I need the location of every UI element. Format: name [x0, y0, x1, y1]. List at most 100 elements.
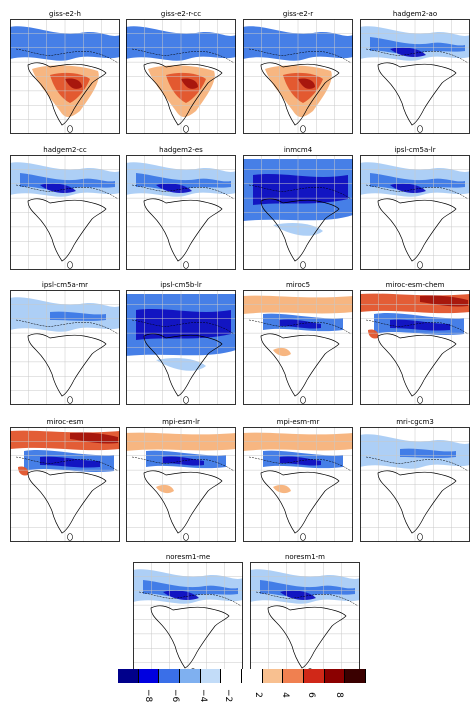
- panel-map: [133, 562, 243, 677]
- india-coastline: [143, 198, 223, 262]
- colorbar-tick-label: −2: [223, 689, 233, 703]
- sri-lanka-outline: [183, 261, 189, 269]
- india-warm-patch: [273, 484, 291, 494]
- map-svg: [133, 562, 243, 677]
- india-coastline: [260, 333, 340, 397]
- panel-map: [10, 427, 120, 542]
- map-svg: [360, 290, 470, 405]
- map-panel: hadgem2-es: [126, 146, 236, 270]
- colorbar-segment: [159, 669, 180, 683]
- panel-map: [250, 562, 360, 677]
- colorbar-tick-label: 6: [306, 692, 316, 698]
- colorbar-segment: [138, 669, 160, 683]
- sri-lanka-outline: [300, 533, 306, 541]
- colorbar-segment: [304, 669, 325, 683]
- map-panel: noresm1-me: [133, 553, 243, 677]
- colorbar: [118, 669, 366, 683]
- sri-lanka-outline: [300, 261, 306, 269]
- panel-title: ipsl-cm5a-mr: [41, 281, 89, 289]
- colorbar-tick-label: −4: [198, 689, 208, 703]
- map-panel: miroc-esm: [10, 418, 120, 542]
- himalaya-coldest: [40, 183, 76, 193]
- strong-cool-core: [136, 309, 231, 340]
- map-svg: [10, 155, 120, 270]
- panel-title: noresm1-m: [284, 553, 325, 561]
- sri-lanka-outline: [67, 396, 73, 404]
- india-coastline: [267, 605, 347, 669]
- india-hot-core: [166, 72, 206, 103]
- border-line: [131, 184, 235, 200]
- panel-title: hadgem2-ao: [392, 10, 438, 18]
- panel-title: giss-e2-r-cc: [160, 10, 202, 18]
- panel-title: ipsl-cm5a-lr: [394, 146, 436, 154]
- india-coastline: [260, 470, 340, 534]
- map-svg: [360, 427, 470, 542]
- colorbar-segment: [118, 669, 139, 683]
- panel-title: hadgem2-cc: [43, 146, 87, 154]
- himalaya-coldest: [40, 456, 100, 468]
- panel-map: [10, 19, 120, 134]
- border-line: [248, 319, 352, 335]
- sri-lanka-outline: [417, 533, 423, 541]
- map-svg: [10, 290, 120, 405]
- sri-lanka-outline: [417, 125, 423, 133]
- panel-map: [360, 19, 470, 134]
- india-coastline: [27, 333, 107, 397]
- map-svg: [243, 19, 353, 134]
- map-panel: hadgem2-ao: [360, 10, 470, 134]
- sri-lanka-outline: [67, 533, 73, 541]
- map-panel: miroc-esm-chem: [360, 281, 470, 405]
- india-coastline: [143, 470, 223, 534]
- sri-lanka-outline: [300, 396, 306, 404]
- colorbar-segment: [242, 669, 263, 683]
- map-panel: miroc5: [243, 281, 353, 405]
- panel-title: miroc-esm-chem: [385, 281, 445, 289]
- india-coastline: [27, 470, 107, 534]
- border-line: [138, 591, 242, 607]
- himalaya-coldest: [163, 590, 199, 600]
- map-panel: hadgem2-cc: [10, 146, 120, 270]
- west-hot-patch: [18, 466, 29, 476]
- sri-lanka-outline: [417, 396, 423, 404]
- panel-map: [360, 427, 470, 542]
- india-coastline: [27, 198, 107, 262]
- himalaya-coldest: [390, 319, 450, 331]
- colorbar-tick-label: −8: [143, 689, 153, 703]
- sri-lanka-outline: [300, 125, 306, 133]
- map-panel: mri-cgcm3: [360, 418, 470, 542]
- strong-cool-core: [253, 174, 348, 205]
- colorbar-segment: [221, 669, 242, 683]
- map-panel: mpi-esm-lr: [126, 418, 236, 542]
- map-svg: [126, 427, 236, 542]
- border-line: [365, 48, 469, 64]
- panel-title: mri-cgcm3: [396, 418, 434, 426]
- map-svg: [126, 19, 236, 134]
- india-warm-patch: [156, 484, 174, 494]
- india-hottest-core: [298, 78, 315, 89]
- map-svg: [10, 427, 120, 542]
- border-line: [15, 48, 119, 64]
- india-coastline: [150, 605, 230, 669]
- panel-map: [243, 290, 353, 405]
- panel-title: hadgem2-es: [159, 146, 203, 154]
- border-line: [365, 184, 469, 200]
- border-line: [365, 319, 469, 335]
- colorbar-tick-label: −6: [170, 689, 180, 703]
- panel-map: [126, 155, 236, 270]
- panel-title: giss-e2-h: [49, 10, 81, 18]
- map-svg: [360, 155, 470, 270]
- himalaya-coldest: [156, 183, 192, 193]
- sri-lanka-outline: [183, 396, 189, 404]
- india-hottest-core: [181, 78, 198, 89]
- panel-title: mpi-esm-mr: [276, 418, 320, 426]
- map-panel: inmcm4: [243, 146, 353, 270]
- border-line: [131, 456, 235, 472]
- panel-map: [126, 19, 236, 134]
- panel-map: [360, 155, 470, 270]
- border-line: [248, 184, 352, 200]
- map-svg: [126, 290, 236, 405]
- india-coastline: [377, 333, 457, 397]
- map-panel: giss-e2-h: [10, 10, 120, 134]
- colorbar-tick-label: 4: [280, 692, 290, 698]
- india-hottest-core: [65, 78, 82, 89]
